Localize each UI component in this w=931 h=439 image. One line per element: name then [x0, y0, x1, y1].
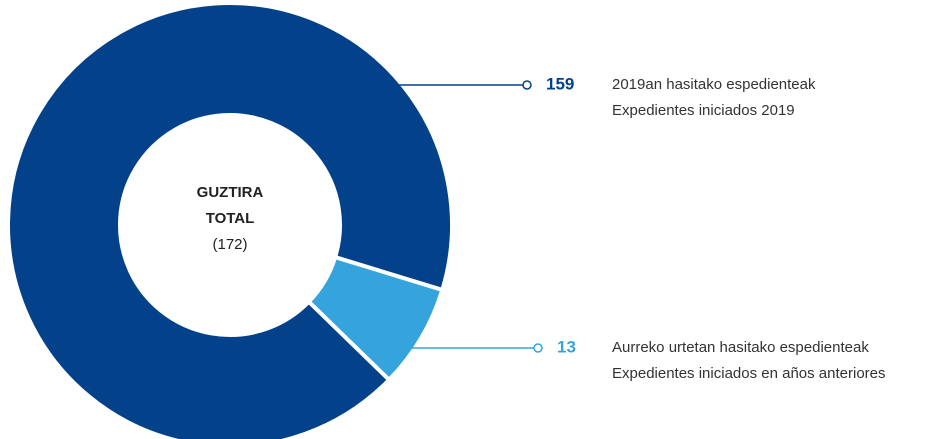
donut-slice — [6, 1, 454, 439]
leader-dot — [533, 343, 543, 353]
value-label: 13 — [557, 337, 576, 356]
category-label: Aurreko urtetan hasitako espedienteak — [612, 339, 869, 356]
center-title: GUZTIRA — [197, 184, 264, 201]
category-label: Expedientes iniciados 2019 — [612, 102, 795, 119]
donut-slice — [306, 254, 445, 383]
center-total: (172) — [212, 236, 247, 253]
value-label: 159 — [546, 74, 574, 93]
category-label: 2019an hasitako espedienteak — [612, 76, 816, 93]
category-label: Expedientes iniciados en años anteriores — [612, 365, 886, 382]
leader-dot — [522, 80, 532, 90]
center-title: TOTAL — [206, 210, 255, 227]
